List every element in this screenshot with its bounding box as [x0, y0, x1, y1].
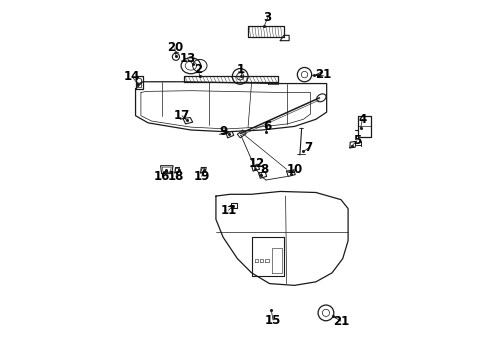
Text: 3: 3 [263, 11, 271, 24]
Text: 11: 11 [220, 204, 236, 217]
Text: 21: 21 [314, 68, 330, 81]
Text: 19: 19 [193, 170, 209, 183]
Text: 20: 20 [166, 41, 183, 54]
Text: 10: 10 [286, 163, 302, 176]
Text: 13: 13 [179, 52, 195, 65]
Text: 5: 5 [352, 134, 361, 147]
Text: 21: 21 [332, 315, 348, 328]
Text: 2: 2 [194, 63, 202, 76]
Text: 15: 15 [264, 314, 281, 327]
Text: 9: 9 [219, 125, 227, 138]
Text: 12: 12 [248, 157, 264, 170]
Text: 4: 4 [358, 113, 366, 126]
Text: 14: 14 [123, 70, 140, 83]
Text: 7: 7 [304, 141, 312, 154]
Text: 6: 6 [263, 120, 271, 133]
Text: 18: 18 [167, 170, 183, 183]
Text: 8: 8 [260, 163, 268, 176]
Text: 1: 1 [236, 63, 244, 76]
Text: 16: 16 [154, 170, 170, 183]
Text: 17: 17 [174, 109, 190, 122]
